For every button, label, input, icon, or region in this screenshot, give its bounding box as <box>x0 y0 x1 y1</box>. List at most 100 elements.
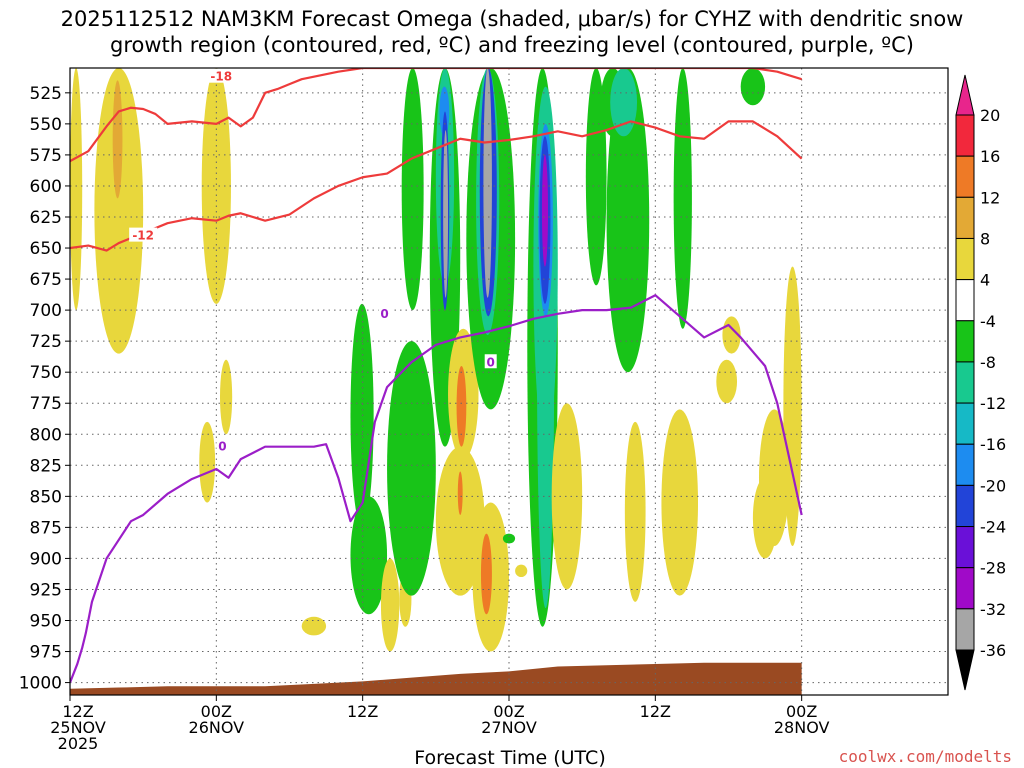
colorbar-bin <box>955 484 975 528</box>
contour-label-4: 0 <box>487 355 495 369</box>
colorbar-label: -12 <box>980 394 1006 413</box>
colorbar-label: 16 <box>980 147 1000 166</box>
contour-label-bg-3 <box>378 305 391 320</box>
grid <box>70 68 948 695</box>
x-tick-label: 26NOV <box>189 718 245 737</box>
omega-region-8 <box>350 496 388 615</box>
y-tick-label: 750 <box>30 363 62 383</box>
y-tick-label: 775 <box>30 394 62 414</box>
colorbar-bin <box>955 567 975 610</box>
colorbar-label: -32 <box>980 600 1006 619</box>
contours: -18 -12 0 0 0 <box>70 68 803 683</box>
colorbar-label: 4 <box>980 271 990 290</box>
x-tick-label: 00Z <box>201 702 232 721</box>
colorbar-bin <box>955 279 975 322</box>
omega-region-12 <box>401 68 424 311</box>
contour-line-2 <box>70 294 803 683</box>
omega-region-28 <box>502 533 516 544</box>
omega-region-3 <box>201 68 231 304</box>
omega-region-23 <box>480 533 492 615</box>
colorbar-label: 12 <box>980 188 1000 207</box>
x-tick-label: 00Z <box>493 702 524 721</box>
colorbar-bin <box>955 320 975 363</box>
omega-region-37 <box>585 68 607 286</box>
omega-region-6 <box>301 616 327 636</box>
terrain-area <box>70 662 802 695</box>
colorbar-bin <box>955 155 975 198</box>
omega-region-29 <box>515 564 528 578</box>
y-tick-label: 625 <box>30 208 62 228</box>
contour-label-bg-0 <box>207 68 236 83</box>
contour-label-bg-2 <box>216 438 229 453</box>
colorbar-label: -28 <box>980 559 1006 578</box>
omega-region-11 <box>387 341 436 596</box>
terrain <box>70 662 802 695</box>
contour-label-bg-4 <box>484 354 497 369</box>
x-tick-label: 25NOV <box>50 718 106 737</box>
omega-region-20 <box>456 365 467 447</box>
colorbar-label: -8 <box>980 353 996 372</box>
x-tick-label: 27NOV <box>481 718 537 737</box>
omega-region-42 <box>673 68 692 329</box>
colorbar-label: -4 <box>980 312 996 331</box>
contour-label-0: -18 <box>210 70 232 84</box>
y-tick-label: 975 <box>30 643 62 663</box>
colorbar: 20 16 12 8 4 -4 -8 -12 -16 -20 -24 -28 -32 -36 <box>955 74 1006 691</box>
omega-shading <box>70 68 802 652</box>
chart-title-line-1: 2025112512 NAM3KM Forecast Omega (shaded… <box>61 7 964 31</box>
colorbar-bin <box>955 196 975 239</box>
y-tick-label: 725 <box>30 332 62 352</box>
omega-region-35 <box>541 154 549 267</box>
omega-region-27 <box>483 68 492 298</box>
contour-line-0 <box>70 120 803 252</box>
x-tick-label: 2025 <box>58 734 99 753</box>
colorbar-label: 8 <box>980 229 990 248</box>
y-tick-label: 575 <box>30 146 62 166</box>
x-tick-label: 28NOV <box>774 718 830 737</box>
x-tick-label: 00Z <box>786 702 817 721</box>
omega-region-36 <box>551 403 583 590</box>
contour-line-1 <box>70 68 802 163</box>
y-tick-label: 650 <box>30 239 62 259</box>
omega-region-9 <box>380 558 400 652</box>
omega-region-43 <box>661 409 699 596</box>
y-tick-label: 950 <box>30 612 62 632</box>
omega-region-44 <box>740 68 766 106</box>
y-tick-label: 800 <box>30 425 62 445</box>
y-tick-label: 1000 <box>19 674 62 694</box>
y-tick-label: 900 <box>30 549 62 569</box>
y-tick-label: 925 <box>30 580 62 600</box>
omega-region-5 <box>219 359 233 435</box>
colorbar-label: -20 <box>980 476 1006 495</box>
contour-label-3: 0 <box>380 307 388 321</box>
colorbar-bin <box>955 114 975 157</box>
credit-text[interactable]: coolwx.com/modelts <box>839 747 1012 766</box>
colorbar-bin <box>955 526 975 569</box>
y-tick-label: 700 <box>30 301 62 321</box>
colorbar-bin <box>955 608 975 651</box>
colorbar-bin <box>955 361 975 404</box>
colorbar-label: -16 <box>980 435 1006 454</box>
y-tick-label: 850 <box>30 487 62 507</box>
omega-region-40 <box>610 68 638 137</box>
colorbar-bottom-triangle <box>955 649 975 691</box>
omega-region-4 <box>199 421 216 503</box>
omega-region-1 <box>94 68 144 354</box>
omega-region-17 <box>443 130 449 298</box>
colorbar-label: -36 <box>980 641 1006 660</box>
y-tick-label: 525 <box>30 84 62 104</box>
colorbar-label: 20 <box>980 106 1000 125</box>
chart-title-line-2: growth region (contoured, red, ºC) and f… <box>110 33 914 57</box>
colorbar-bin <box>955 402 975 445</box>
omega-region-49 <box>752 477 778 559</box>
omega-region-45 <box>716 359 738 404</box>
omega-region-21 <box>457 471 463 515</box>
y-tick-label: 875 <box>30 518 62 538</box>
omega-region-2 <box>112 80 123 199</box>
colorbar-bin <box>955 443 975 486</box>
y-tick-label: 600 <box>30 177 62 197</box>
y-axis: 525 550 575 600 625 650 675 700 725 750 775 800 825 8… <box>19 84 70 694</box>
contour-label-bg-1 <box>129 227 158 242</box>
x-tick-label: 12Z <box>62 702 93 721</box>
